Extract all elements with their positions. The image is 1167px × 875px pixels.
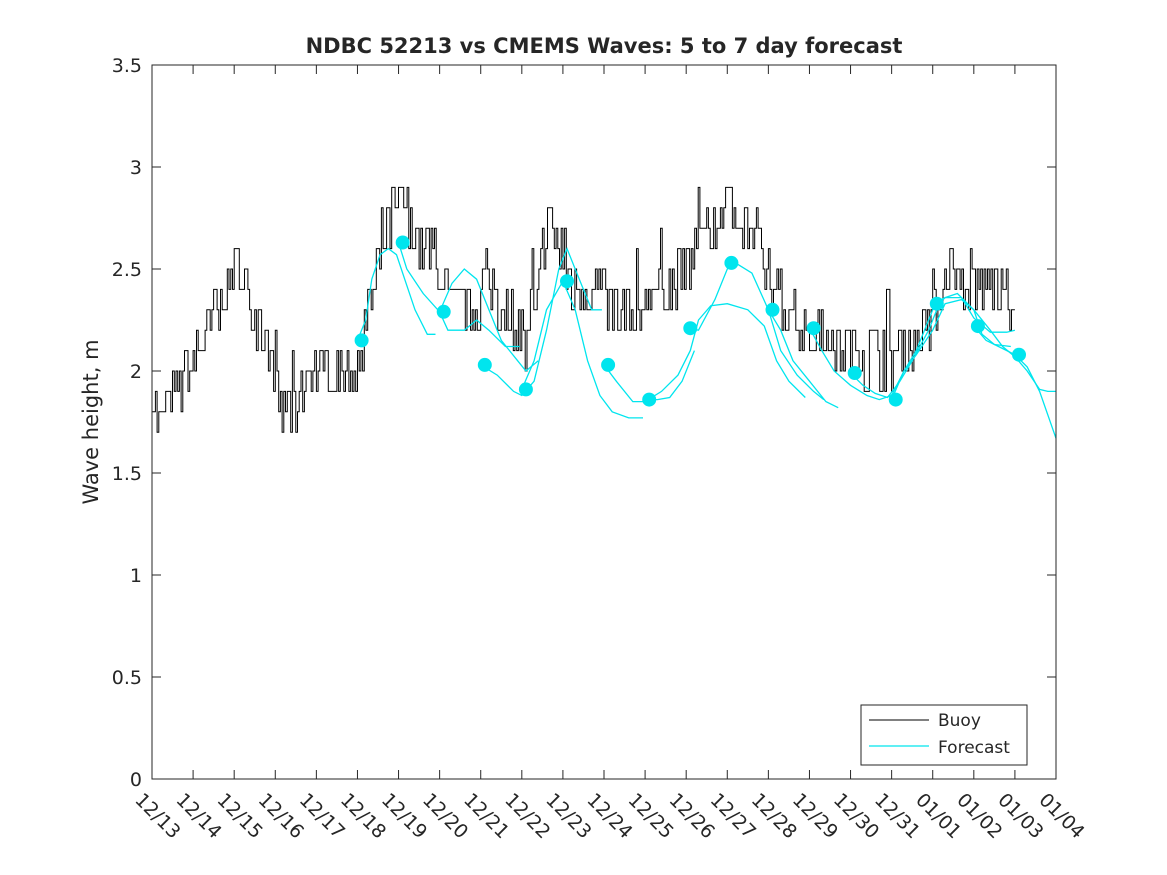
forecast-marker: [847, 366, 862, 380]
plot-area: [152, 65, 1056, 779]
forecast-line: [356, 247, 436, 341]
legend-buoy-label: Buoy: [938, 711, 981, 731]
forecast-markers: [354, 235, 1026, 407]
y-tick-label: 1: [130, 565, 142, 587]
chart-title: NDBC 52213 vs CMEMS Waves: 5 to 7 day fo…: [306, 34, 903, 58]
forecast-marker: [683, 321, 698, 336]
forecast-marker: [518, 382, 533, 397]
forecast-marker: [888, 392, 903, 407]
forecast-marker: [395, 235, 410, 250]
forecast-line: [850, 299, 942, 399]
forecast-marker: [929, 296, 944, 311]
forecast-line: [686, 262, 825, 401]
y-tick-label: 0: [130, 769, 142, 791]
forecast-line: [932, 296, 1016, 333]
forecast-line: [767, 309, 839, 409]
forecast-marker: [970, 319, 985, 334]
forecast-marker: [354, 333, 369, 348]
y-tick-label: 1.5: [112, 463, 142, 485]
buoy-line: [152, 186, 1015, 433]
buoy-series: [152, 186, 1015, 433]
forecast-line: [603, 303, 806, 403]
forecast-marker: [436, 304, 451, 319]
forecast-marker: [560, 274, 574, 289]
forecast-marker: [601, 357, 616, 372]
forecast-marker: [642, 392, 657, 407]
forecast-line: [521, 279, 643, 419]
legend-box: [860, 704, 1028, 766]
forecast-marker: [724, 255, 739, 270]
forecast-marker: [765, 302, 780, 317]
y-tick-label: 2.5: [112, 259, 142, 281]
forecast-marker: [477, 357, 492, 372]
forecast-marker: [1012, 347, 1026, 362]
forecast-line: [480, 246, 602, 397]
y-tick-label: 3.5: [112, 55, 142, 77]
legend: Buoy Forecast: [860, 704, 1028, 766]
forecast-marker: [806, 321, 821, 336]
forecast-line: [397, 242, 520, 348]
y-tick-label: 2: [130, 361, 142, 383]
forecast-line: [439, 268, 539, 372]
y-tick-label: 3: [130, 157, 142, 179]
legend-forecast-label: Forecast: [938, 738, 1010, 758]
y-tick-label: 0.5: [112, 667, 142, 689]
y-axis: 0 0.5 1 1.5 2 2.5 3 3.5: [112, 55, 1056, 791]
y-axis-label: Wave height, m: [79, 339, 103, 504]
